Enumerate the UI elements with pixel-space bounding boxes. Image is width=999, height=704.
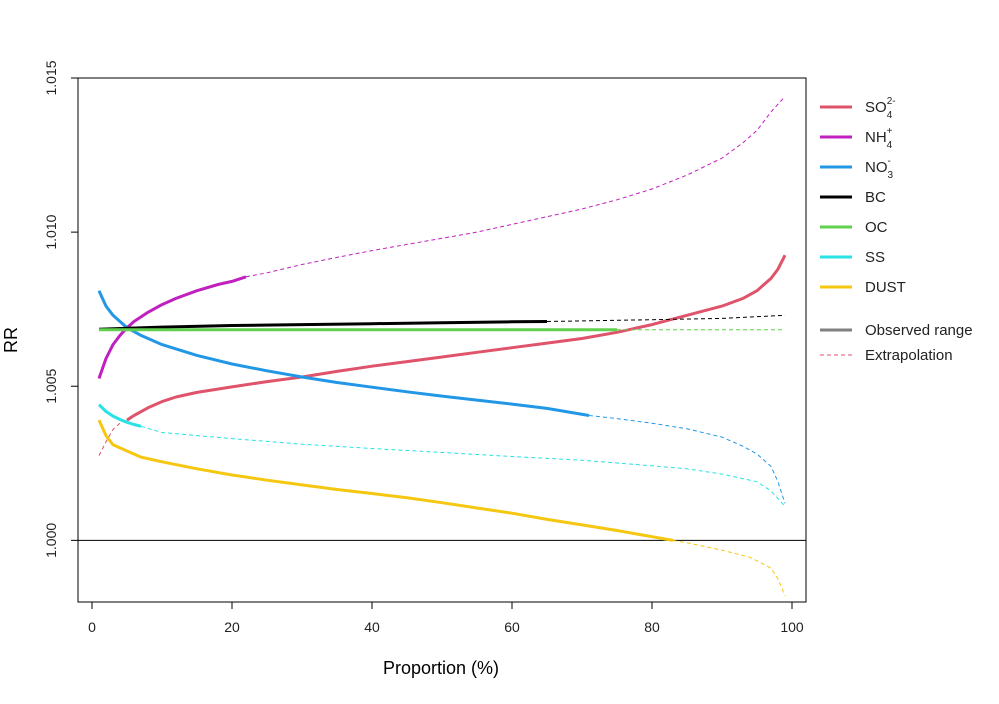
legend-label: SS <box>865 249 885 266</box>
series-bc-observed <box>98 320 548 331</box>
legend-label: NO <box>865 159 888 176</box>
x-tick-label: 0 <box>88 619 96 635</box>
series-so4 <box>98 254 787 456</box>
legend-item-ss: SS <box>820 249 885 266</box>
y-axis: 1.000 1.005 1.010 1.015 <box>43 60 79 558</box>
series-so4-observed <box>126 254 787 422</box>
series-bc-extrapolation <box>546 314 786 322</box>
series-no3-observed <box>97 290 590 417</box>
x-axis-title: Proportion (%) <box>383 658 499 678</box>
legend-item-so4: SO 2- 4 <box>820 96 896 121</box>
x-tick-label: 60 <box>504 619 520 635</box>
legend-label: SO <box>865 99 887 116</box>
series-bc <box>98 314 786 331</box>
series-so4-extrapolation-low <box>98 419 128 456</box>
x-axis: 0 20 40 60 80 100 <box>88 601 804 635</box>
series-layer <box>97 96 787 596</box>
series-nh4-extrapolation <box>245 96 786 278</box>
legend-item-oc: OC <box>820 219 888 236</box>
legend-label-superscript: - <box>888 156 891 167</box>
legend-item-bc: BC <box>820 189 886 206</box>
legend-item-extrapolation: Extrapolation <box>820 347 953 364</box>
y-tick-label: 1.000 <box>43 523 59 558</box>
plot-frame <box>77 77 807 603</box>
legend-item-dust: DUST <box>820 279 906 296</box>
series-nh4-observed <box>97 275 247 379</box>
series-dust-extrapolation <box>672 539 786 596</box>
y-tick-label: 1.005 <box>43 369 59 404</box>
series-dust-observed <box>97 419 674 542</box>
series-nh4 <box>97 96 786 379</box>
legend-item-no3: NO - 3 <box>820 156 894 181</box>
x-tick-label: 20 <box>224 619 240 635</box>
series-dust <box>97 419 786 596</box>
y-tick-label: 1.010 <box>43 214 59 249</box>
legend-label-superscript: + <box>887 126 893 137</box>
x-tick-label: 100 <box>780 619 804 635</box>
legend-label-subscript: 4 <box>887 110 893 121</box>
series-ss-observed <box>97 403 142 428</box>
x-tick-label: 80 <box>644 619 660 635</box>
legend-label: NH <box>865 129 887 146</box>
y-axis-title: RR <box>1 327 21 353</box>
y-tick-label: 1.015 <box>43 60 59 95</box>
legend-label: Extrapolation <box>865 347 953 364</box>
legend-label: Observed range <box>865 322 973 339</box>
legend-label-superscript: 2- <box>887 96 896 107</box>
series-ss <box>97 403 786 507</box>
legend-item-nh4: NH +4 <box>820 126 893 151</box>
series-no3-extrapolation <box>588 415 786 504</box>
legend-label-subscript: 3 <box>888 170 894 181</box>
legend-label-subscript: 4 <box>887 140 893 151</box>
legend-label: BC <box>865 189 886 206</box>
legend-label: OC <box>865 219 888 236</box>
legend-item-observed-range: Observed range <box>820 322 973 339</box>
series-no3 <box>97 290 786 504</box>
x-tick-label: 40 <box>364 619 380 635</box>
legend-label: DUST <box>865 279 906 296</box>
series-ss-extrapolation <box>140 425 786 507</box>
